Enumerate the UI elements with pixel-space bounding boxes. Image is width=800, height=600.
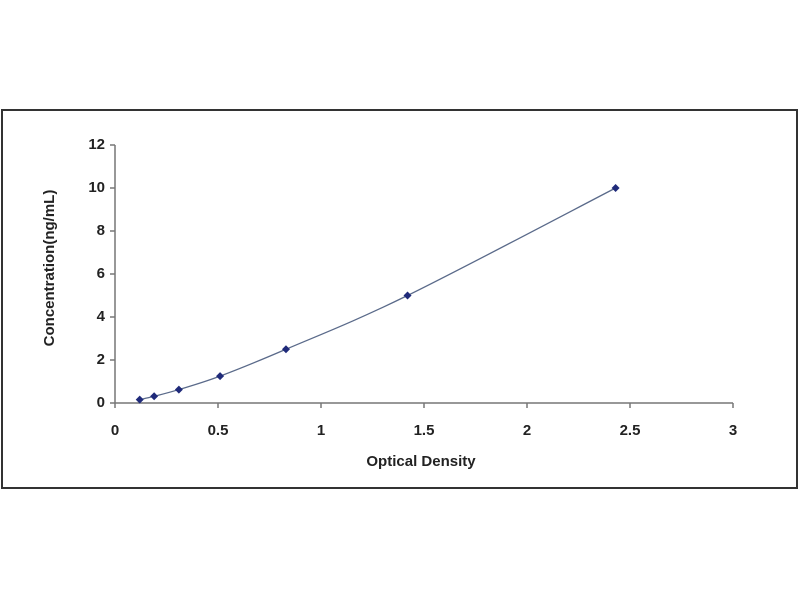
y-tick-label: 2: [97, 351, 105, 368]
data-point: [150, 392, 159, 401]
y-tick-label: 6: [97, 265, 105, 282]
data-point: [281, 345, 290, 354]
x-tick-label: 0: [111, 422, 119, 439]
y-tick-label: 8: [97, 222, 105, 239]
x-tick-label: 1: [317, 422, 325, 439]
y-axis-label: Concentration(ng/mL): [41, 190, 58, 347]
x-tick-label: 1.5: [414, 422, 435, 439]
x-tick-label: 3: [729, 422, 737, 439]
x-tick-label: 2.5: [620, 422, 641, 439]
x-tick-label: 2: [523, 422, 531, 439]
x-axis-label: Optical Density: [366, 453, 476, 470]
data-point: [174, 385, 183, 394]
x-tick-label: 0.5: [208, 422, 229, 439]
data-point: [611, 184, 620, 192]
data-point: [135, 395, 144, 404]
y-tick-label: 12: [88, 136, 105, 153]
y-tick-label: 10: [88, 179, 105, 196]
y-tick-label: 0: [97, 394, 105, 411]
data-point: [216, 372, 225, 381]
y-tick-label: 4: [97, 308, 106, 325]
data-point: [403, 291, 412, 300]
